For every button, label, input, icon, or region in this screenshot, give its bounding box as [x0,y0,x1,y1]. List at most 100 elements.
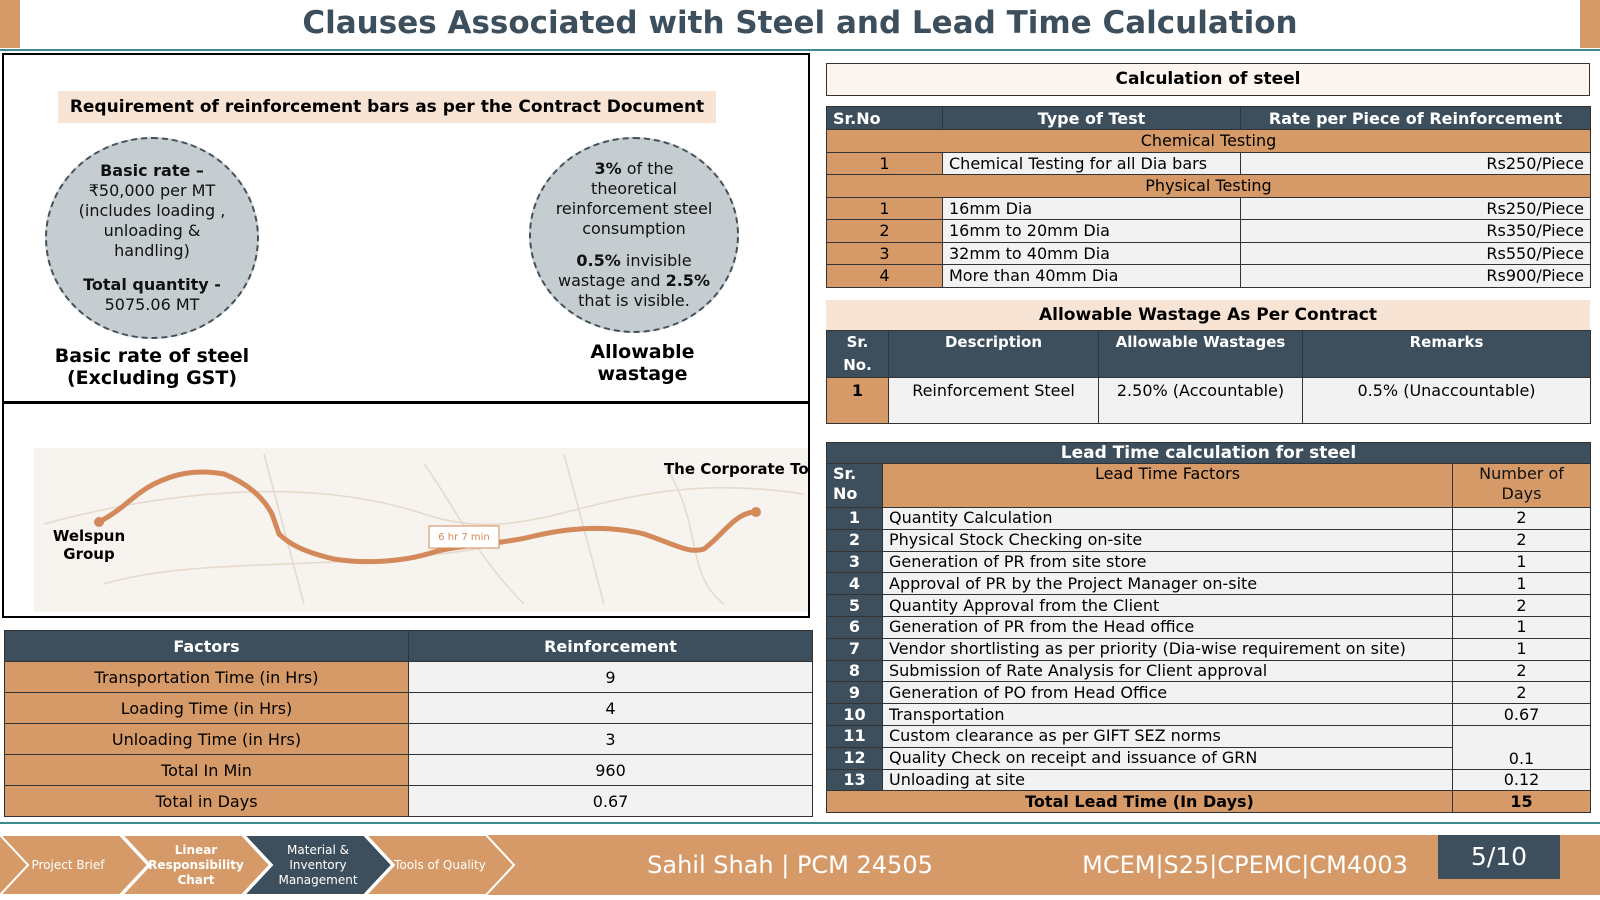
cell: 32mm to 40mm Dia [942,241,1241,265]
author: Sahil Shah | PCM 24505 [647,851,933,879]
row: 11 Custom clearance as per GIFT SEZ norms… [826,724,1591,770]
row-number: 10 [826,703,883,726]
row-number: 12 [826,746,883,770]
row: 10 Transportation 0.67 [826,703,1591,726]
cell: Approval of PR by the Project Manager on… [882,572,1453,596]
label: Basic rate – [100,161,204,180]
row: 3 Generation of PR from site store 1 [826,550,1591,574]
row: Loading Time (in Hrs) 4 [4,692,813,724]
text: that is visible. [578,291,690,310]
duration: 6 hr 7 min [438,532,490,543]
rule [0,822,1600,824]
cell: 2 [826,219,943,243]
header-row: Sr. No Lead Time Factors Number of Days [826,463,1591,508]
bold: 3% [594,159,622,178]
cell: Generation of PR from the Head office [882,615,1453,639]
row: 7 Vendor shortlisting as per priority (Di… [826,637,1591,661]
cell: Transportation [882,703,1453,726]
row-number: 3 [826,550,883,574]
cell: 0.12 [1452,768,1591,792]
cell: 1 [826,151,943,175]
origin: Welspun Group [53,527,125,563]
nav-chevron[interactable] [120,835,272,895]
section-name: Physical Testing [826,174,1591,198]
row: 4 Approval of PR by the Project Manager o… [826,572,1591,596]
label: Total quantity - [83,275,221,294]
nav-item[interactable]: Linear Responsibility Chart [148,842,244,887]
section-row: Chemical Testing [826,129,1591,153]
cell: Rs550/Piece [1240,241,1591,265]
cell: 16mm Dia [942,196,1241,220]
wastage-title: Allowable Wastage As Per Contract [826,300,1590,330]
row: 2 Physical Stock Checking on-site 2 [826,528,1591,552]
row-number: 4 [826,572,883,596]
steel-table: Sr.No Type of Test Rate per Piece of Reinf… [826,106,1591,288]
pin [751,507,761,517]
course: MCEM|S25|CPEMC|CM4003 [1082,851,1408,879]
header-cell: Reinforcement [408,630,813,662]
header-cell: Factors [4,630,409,662]
total-row: Total Lead Time (In Days) 15 [826,790,1591,814]
cell: 0.67 [408,785,813,817]
nav-item[interactable]: Tools of Quality [394,857,486,872]
nav-item[interactable]: Material & Inventory Management [278,842,358,887]
nav-item[interactable]: Project Brief [31,857,105,872]
cell: 2 [1452,507,1591,530]
header-cell: Lead Time Factors [882,463,1453,508]
text: 3% of the theoretical reinforcement stee… [552,159,717,239]
cell: Quantity Approval from the Client [882,594,1453,617]
cell: Unloading Time (in Hrs) [4,723,409,755]
row: 3 32mm to 40mm Dia Rs550/Piece [826,241,1591,265]
nav-chevron[interactable] [364,835,516,895]
lead-table: Lead Time calculation for steel Sr. No Lea… [826,442,1591,814]
cell: 0.5% (Unaccountable) [1302,377,1591,424]
cell: Rs250/Piece [1240,196,1591,220]
accent [0,0,20,48]
header-cell: Sr. No [826,463,883,508]
title: Clauses Associated with Steel and Lead T… [302,5,1298,41]
row: 8 Submission of Rate Analysis for Client … [826,659,1591,683]
cell: Generation of PR from site store [882,550,1453,574]
row: 6 Generation of PR from the Head office 1 [826,615,1591,639]
wastage-circle: 3% of the theoretical reinforcement stee… [529,137,739,333]
row-number: 11 [826,724,883,748]
map: 6 hr 7 min Welspun Group The Corporate To… [34,448,808,612]
cell: Generation of PO from Head Office [882,681,1453,705]
cell: 3 [826,241,943,265]
destination: The Corporate Tower [664,460,808,478]
cell: 16mm to 20mm Dia [942,219,1241,243]
cell: Transportation Time (in Hrs) [4,661,409,693]
bold: 0.5% [576,251,621,270]
row: 2 16mm to 20mm Dia Rs350/Piece [826,219,1591,243]
header-row: Sr.No Type of Test Rate per Piece of Reinf… [826,106,1591,130]
row-number: 9 [826,681,883,705]
cell: Quantity Calculation [882,507,1453,530]
caption: Basic rate of steel (Excluding GST) [54,345,250,389]
nav-chevron[interactable] [0,835,150,895]
text: invisible wastage and [558,251,692,290]
title-cell: Lead Time calculation for steel [826,442,1591,464]
cell: Total In Min [4,754,409,786]
row-number: 5 [826,594,883,617]
text: 5075.06 MT [104,295,200,314]
wastage-table: Sr. No. Description Allowable Wastages Rema… [826,330,1591,424]
bold: 2.5% [665,271,710,290]
row: 1 Reinforcement Steel 2.50% (Accountable) 0… [826,377,1591,424]
cell: 1 [826,196,943,220]
header-row: Sr. No. Description Allowable Wastages Rema… [826,330,1591,378]
cell: 2 [1452,594,1591,617]
rule [0,49,1600,51]
header-row: Factors Reinforcement [4,630,813,662]
caption: Allowable wastage [590,341,695,385]
cell: 1 [1452,615,1591,639]
cell: 3 [408,723,813,755]
header-cell: Description [888,330,1099,378]
cell: 1 [1452,572,1591,596]
cell: 4 [826,264,943,288]
row: 1 16mm Dia Rs250/Piece [826,196,1591,220]
nav-chevron[interactable] [242,835,394,895]
cell: More than 40mm Dia [942,264,1241,288]
cell: 9 [408,661,813,693]
header-cell: Number of Days [1452,463,1591,508]
